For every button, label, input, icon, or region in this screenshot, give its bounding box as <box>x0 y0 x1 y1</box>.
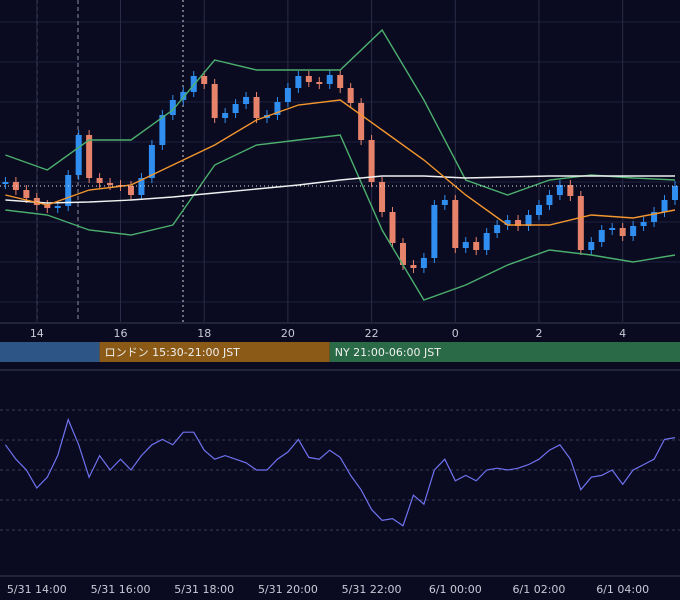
candle-body <box>399 243 406 265</box>
x-tick-label: 14 <box>30 327 44 340</box>
candle-body <box>546 195 553 205</box>
session-label: ロンドン 15:30-21:00 JST <box>105 346 241 359</box>
candle-body <box>23 190 30 198</box>
x-tick-label: 6/1 04:00 <box>596 583 649 596</box>
oscillator-line <box>4 417 676 527</box>
candle-body <box>651 212 658 222</box>
x-tick-label: 5/31 14:00 <box>7 583 67 596</box>
session-band <box>99 342 330 362</box>
candle-body <box>379 182 386 212</box>
x-tick-label: 6/1 02:00 <box>513 583 566 596</box>
candle-body <box>556 185 563 195</box>
indicator-line <box>5 28 676 196</box>
candle-body <box>75 135 82 175</box>
candle-body <box>504 220 511 225</box>
x-tick-label: 2 <box>535 327 542 340</box>
candle-body <box>640 222 647 226</box>
candle-body <box>2 182 9 184</box>
candle-body <box>180 92 187 100</box>
candle-body <box>243 97 250 104</box>
h-grid <box>0 21 680 303</box>
candle-body <box>169 100 176 115</box>
candle-body <box>368 140 375 182</box>
candle-body <box>253 97 260 118</box>
candle-body <box>609 228 616 230</box>
candle-body <box>86 135 93 178</box>
x-tick-label: 0 <box>452 327 459 340</box>
candle-body <box>452 200 459 248</box>
candle-body <box>326 75 333 84</box>
candle-body <box>473 242 480 250</box>
x-tick-label: 18 <box>197 327 211 340</box>
x-tick-label: 5/31 18:00 <box>174 583 234 596</box>
candle-body <box>33 198 40 205</box>
x-tick-label: 20 <box>281 327 295 340</box>
x-tick-label: 5/31 20:00 <box>258 583 318 596</box>
candle-body <box>65 175 72 206</box>
candle-body <box>201 76 208 84</box>
candle-body <box>619 228 626 236</box>
candle-body <box>420 258 427 268</box>
candle-body <box>12 182 19 190</box>
x-tick-label: 4 <box>619 327 626 340</box>
x-tick-label: 22 <box>365 327 379 340</box>
candle-body <box>337 75 344 88</box>
candle-body <box>661 200 668 212</box>
candle-body <box>44 205 51 208</box>
x-tick-label: 5/31 16:00 <box>91 583 151 596</box>
candle-body <box>148 145 155 178</box>
candle-body <box>295 76 302 88</box>
candle-body <box>358 103 365 140</box>
candle-body <box>577 196 584 250</box>
candle-body <box>284 88 291 102</box>
candle-body <box>54 206 61 208</box>
candle-body <box>462 242 469 248</box>
session-band <box>0 342 100 362</box>
candle-body <box>316 82 323 84</box>
x-tick-label: 5/31 22:00 <box>342 583 402 596</box>
candle-body <box>515 220 522 226</box>
indicator-line <box>5 99 676 226</box>
candle-body <box>441 200 448 205</box>
candle-body <box>138 178 145 195</box>
candle-body <box>567 185 574 196</box>
rsi-grid <box>0 409 680 531</box>
candle-body <box>389 212 396 243</box>
candle-body <box>232 104 239 113</box>
candle-body <box>494 225 501 233</box>
candle-body <box>431 205 438 258</box>
candle-body <box>274 102 281 115</box>
candle-body <box>410 265 417 268</box>
candle-body <box>159 115 166 145</box>
candle-body <box>347 88 354 103</box>
session-band <box>329 342 680 362</box>
candle-body <box>671 186 678 200</box>
indicator-line <box>5 175 675 204</box>
indicator-line <box>5 134 676 301</box>
candle-body <box>525 215 532 226</box>
candle-body <box>598 230 605 242</box>
candle-body <box>107 183 114 185</box>
candle-body <box>535 205 542 215</box>
candle-body <box>305 76 312 82</box>
x-tick-label: 6/1 00:00 <box>429 583 482 596</box>
candle-body <box>483 233 490 250</box>
x-tick-label: 16 <box>114 327 128 340</box>
candle-body <box>127 186 134 195</box>
candle-body <box>222 113 229 118</box>
candle-body <box>588 242 595 250</box>
session-label: NY 21:00-06:00 JST <box>335 346 442 359</box>
candle-body <box>96 178 103 183</box>
candle-body <box>630 226 637 236</box>
candle-body <box>211 84 218 118</box>
